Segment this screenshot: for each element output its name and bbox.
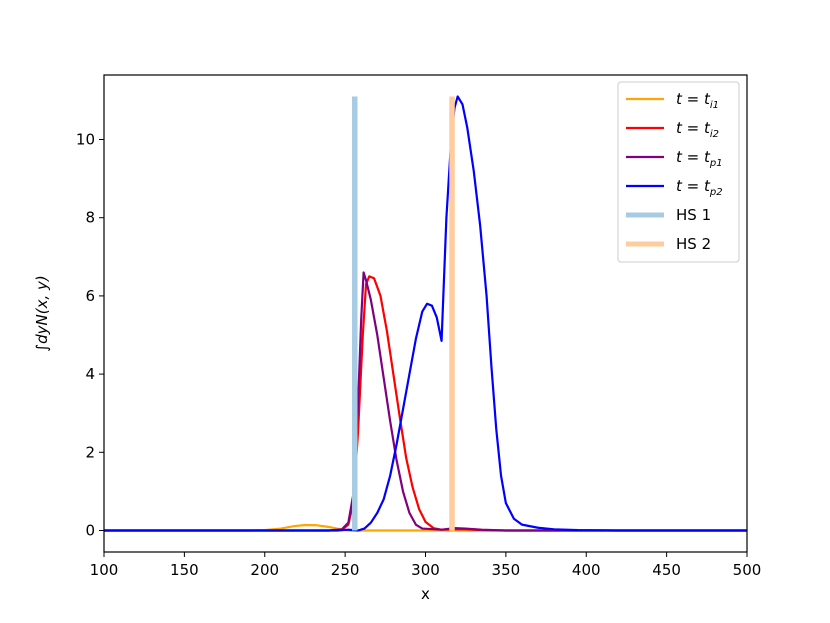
legend-entry: t = ti2 xyxy=(676,119,719,140)
y-axis-label: ∫dyN(x, y) xyxy=(33,275,51,351)
y-tick-label: 6 xyxy=(85,287,95,305)
legend-entry: HS 2 xyxy=(676,235,711,253)
x-tick-label: 100 xyxy=(90,561,119,579)
x-tick-label: 500 xyxy=(733,561,762,579)
y-tick-label: 8 xyxy=(85,209,95,227)
x-tick-label: 350 xyxy=(492,561,521,579)
x-tick-label: 300 xyxy=(411,561,440,579)
legend-entry: HS 1 xyxy=(676,206,711,224)
x-tick-label: 250 xyxy=(331,561,360,579)
x-axis: 100 150 200 250 300 350 400 450 500 xyxy=(90,552,762,579)
y-tick-label: 2 xyxy=(85,443,95,461)
legend-entry: t = ti1 xyxy=(676,90,719,111)
axes-frame xyxy=(103,74,748,553)
plot-area xyxy=(104,95,747,532)
y-tick-label: 0 xyxy=(85,521,95,539)
y-tick-label: 4 xyxy=(85,365,95,383)
x-tick-label: 200 xyxy=(250,561,279,579)
x-axis-label: x xyxy=(421,585,430,603)
x-tick-label: 450 xyxy=(652,561,681,579)
y-tick-label: 10 xyxy=(76,131,95,149)
legend-entry: t = tp2 xyxy=(676,177,723,198)
series-line-p2 xyxy=(104,95,747,532)
legend-entry: t = tp1 xyxy=(676,148,723,169)
x-tick-label: 150 xyxy=(170,561,199,579)
x-tick-label: 400 xyxy=(572,561,601,579)
legend: t = ti1 t = ti2 t = tp1 t = tp2 HS 1 HS 2 xyxy=(617,81,740,263)
y-axis: 0 2 4 6 8 10 xyxy=(76,131,104,539)
